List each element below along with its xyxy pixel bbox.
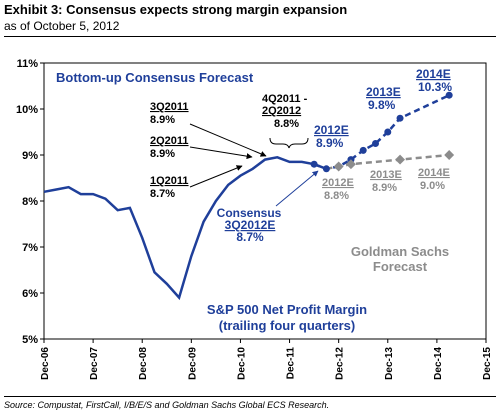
source-divider: [4, 396, 496, 397]
cons-2012-value: 8.9%: [316, 136, 344, 150]
x-tick-label: Dec-07: [89, 347, 100, 380]
cons-2014-label: 2014E: [416, 67, 451, 81]
q4-2011-label-2: 2Q2012: [262, 105, 301, 117]
consensus-q3-arrow: [275, 170, 319, 207]
y-tick-label: 11%: [17, 58, 39, 70]
page-subtitle: as of October 5, 2012: [4, 19, 120, 33]
x-tick-label: Dec-08: [138, 347, 149, 380]
consensus-point: [372, 140, 379, 147]
page-title: Exhibit 3: Consensus expects strong marg…: [4, 2, 348, 17]
gs-point: [395, 154, 406, 165]
x-axis: Dec-06 Dec-07 Dec-08 Dec-09 Dec-10 Dec-11 Dec-…: [40, 339, 493, 380]
gs-point: [333, 161, 344, 172]
gs-forecast-line-2: Forecast: [373, 259, 428, 274]
consensus-point: [396, 114, 404, 122]
consensus-point: [322, 165, 330, 173]
gs-2014-label: 2014E: [418, 167, 450, 179]
metric-title-line-1: S&P 500 Net Profit Margin: [207, 302, 367, 317]
q3-2011-value: 8.9%: [150, 114, 175, 126]
q2-2011-arrow: [189, 146, 253, 160]
x-tick-label: Dec-14: [433, 347, 444, 380]
consensus-point: [359, 146, 367, 154]
gs-point: [345, 159, 356, 170]
gs-2012-label: 2012E: [322, 177, 354, 189]
series-points: [310, 91, 455, 173]
x-tick-label: Dec-10: [236, 347, 247, 380]
consensus-q3-line-2: 3Q2012E: [225, 218, 276, 232]
q2-2011-value: 8.9%: [150, 148, 175, 160]
consensus-q3-line-1: Consensus: [217, 206, 282, 220]
y-tick-label: 7%: [22, 242, 38, 254]
q1-2011-label: 1Q2011: [150, 175, 189, 187]
title-divider: [4, 36, 496, 37]
q1-2011-arrow: [189, 165, 243, 188]
q2-2011-label: 2Q2011: [150, 135, 189, 147]
source-note: Source: Compustat, FirstCall, I/B/E/S an…: [4, 400, 330, 410]
consensus-point: [445, 91, 453, 99]
x-tick-label: Dec-12: [335, 347, 346, 380]
q3-2011-label: 3Q2011: [150, 101, 189, 113]
q3-2011-arrow: [189, 123, 267, 157]
gs-point: [444, 150, 455, 160]
y-tick-label: 8%: [22, 196, 38, 208]
gs-forecast-line-1: Goldman Sachs: [351, 244, 449, 259]
q4-2011-value: 8.8%: [274, 118, 299, 130]
q1-2011-value: 8.7%: [150, 188, 175, 200]
consensus-forecast-title: Bottom-up Consensus Forecast: [56, 70, 254, 85]
cons-2013-label: 2013E: [366, 85, 401, 99]
y-tick-label: 9%: [22, 150, 38, 162]
q4-2011-brace: [269, 137, 309, 149]
x-tick-label: Dec-09: [187, 347, 198, 380]
cons-2013-value: 9.8%: [368, 98, 396, 112]
cons-2012-label: 2012E: [314, 123, 349, 137]
series-line-actual: [43, 156, 327, 301]
consensus-point: [384, 128, 392, 136]
y-tick-label: 6%: [22, 288, 38, 300]
gs-2012-value: 8.8%: [324, 190, 349, 202]
y-axis: 5% 6% 7% 8% 9% 10% 11%: [16, 58, 44, 346]
x-tick-label: Dec-11: [286, 347, 297, 380]
y-tick-label: 5%: [22, 334, 38, 346]
x-tick-label: Dec-06: [40, 347, 51, 380]
x-tick-label: Dec-13: [384, 347, 395, 380]
consensus-point: [310, 160, 318, 168]
consensus-q3-value: 8.7%: [236, 230, 264, 244]
cons-2014-value: 10.3%: [418, 80, 452, 94]
q4-2011-label-1: 4Q2011 -: [262, 93, 308, 105]
gs-2014-value: 9.0%: [420, 180, 445, 192]
metric-title-line-2: (trailing four quarters): [219, 318, 356, 333]
y-tick-label: 10%: [16, 104, 38, 116]
gs-2013-label: 2013E: [370, 169, 402, 181]
gs-2013-value: 8.9%: [372, 182, 397, 194]
x-tick-label: Dec-15: [482, 347, 493, 380]
